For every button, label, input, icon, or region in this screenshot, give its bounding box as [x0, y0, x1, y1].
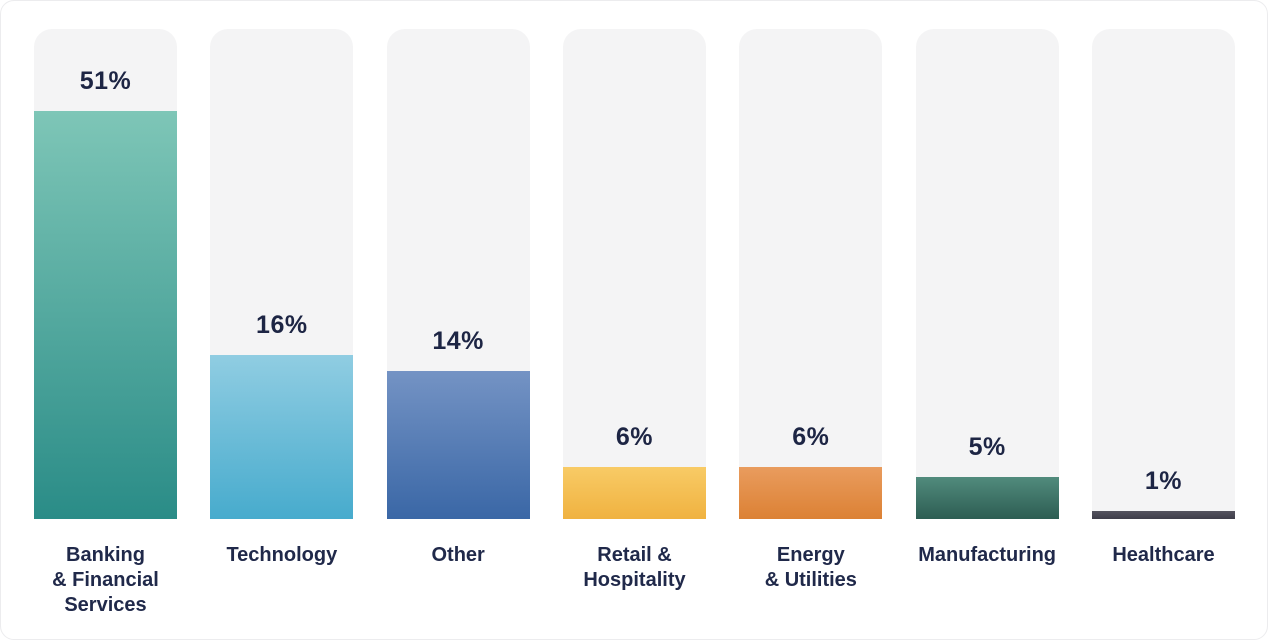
value-label: 6% — [792, 423, 830, 451]
bar-fill — [210, 355, 354, 519]
bar-track: 6% — [562, 29, 706, 519]
bar-track: 6% — [739, 29, 883, 519]
bar-track: 1% — [1091, 29, 1235, 519]
category-label: Technology — [226, 544, 338, 566]
value-label: 1% — [1144, 467, 1183, 495]
category-label: Manufacturing — [918, 544, 1057, 566]
bar-track: 14% — [386, 29, 530, 519]
bar-column-retail-hospitality: 6% Retail & Hospitality — [562, 29, 706, 618]
bar-fill — [34, 111, 177, 519]
bar-column-healthcare: 1% Healthcare — [1091, 29, 1235, 618]
category-label: Energy & Utilities — [764, 544, 857, 591]
bar-track: 16% — [210, 29, 354, 519]
industry-share-bar-chart: 51% Banking & Financial Services 16% Tec… — [34, 29, 1235, 618]
bar-fill — [1091, 511, 1235, 519]
value-label: 16% — [256, 311, 308, 339]
bar-fill — [562, 467, 706, 519]
category-label: Healthcare — [1112, 544, 1215, 566]
bar-column-other: 14% Other — [386, 29, 530, 618]
bar-track: 51% — [34, 29, 177, 519]
bar-column-energy-utilities: 6% Energy & Utilities — [739, 29, 883, 618]
bar-column-manufacturing: 5% Manufacturing — [915, 29, 1059, 618]
category-label: Retail & Hospitality — [583, 544, 686, 591]
value-label: 5% — [968, 433, 1006, 461]
category-label: Other — [431, 544, 485, 566]
value-label: 6% — [615, 423, 654, 451]
bar-fill — [915, 477, 1059, 519]
value-label: 51% — [79, 67, 132, 95]
bar-fill — [739, 467, 883, 519]
value-label: 14% — [432, 327, 484, 355]
bar-column-banking-financial-services: 51% Banking & Financial Services — [34, 29, 177, 618]
bar-column-technology: 16% Technology — [210, 29, 354, 618]
bar-track: 5% — [915, 29, 1059, 519]
bar-fill — [386, 371, 530, 519]
category-label: Banking & Financial Services — [52, 544, 159, 616]
